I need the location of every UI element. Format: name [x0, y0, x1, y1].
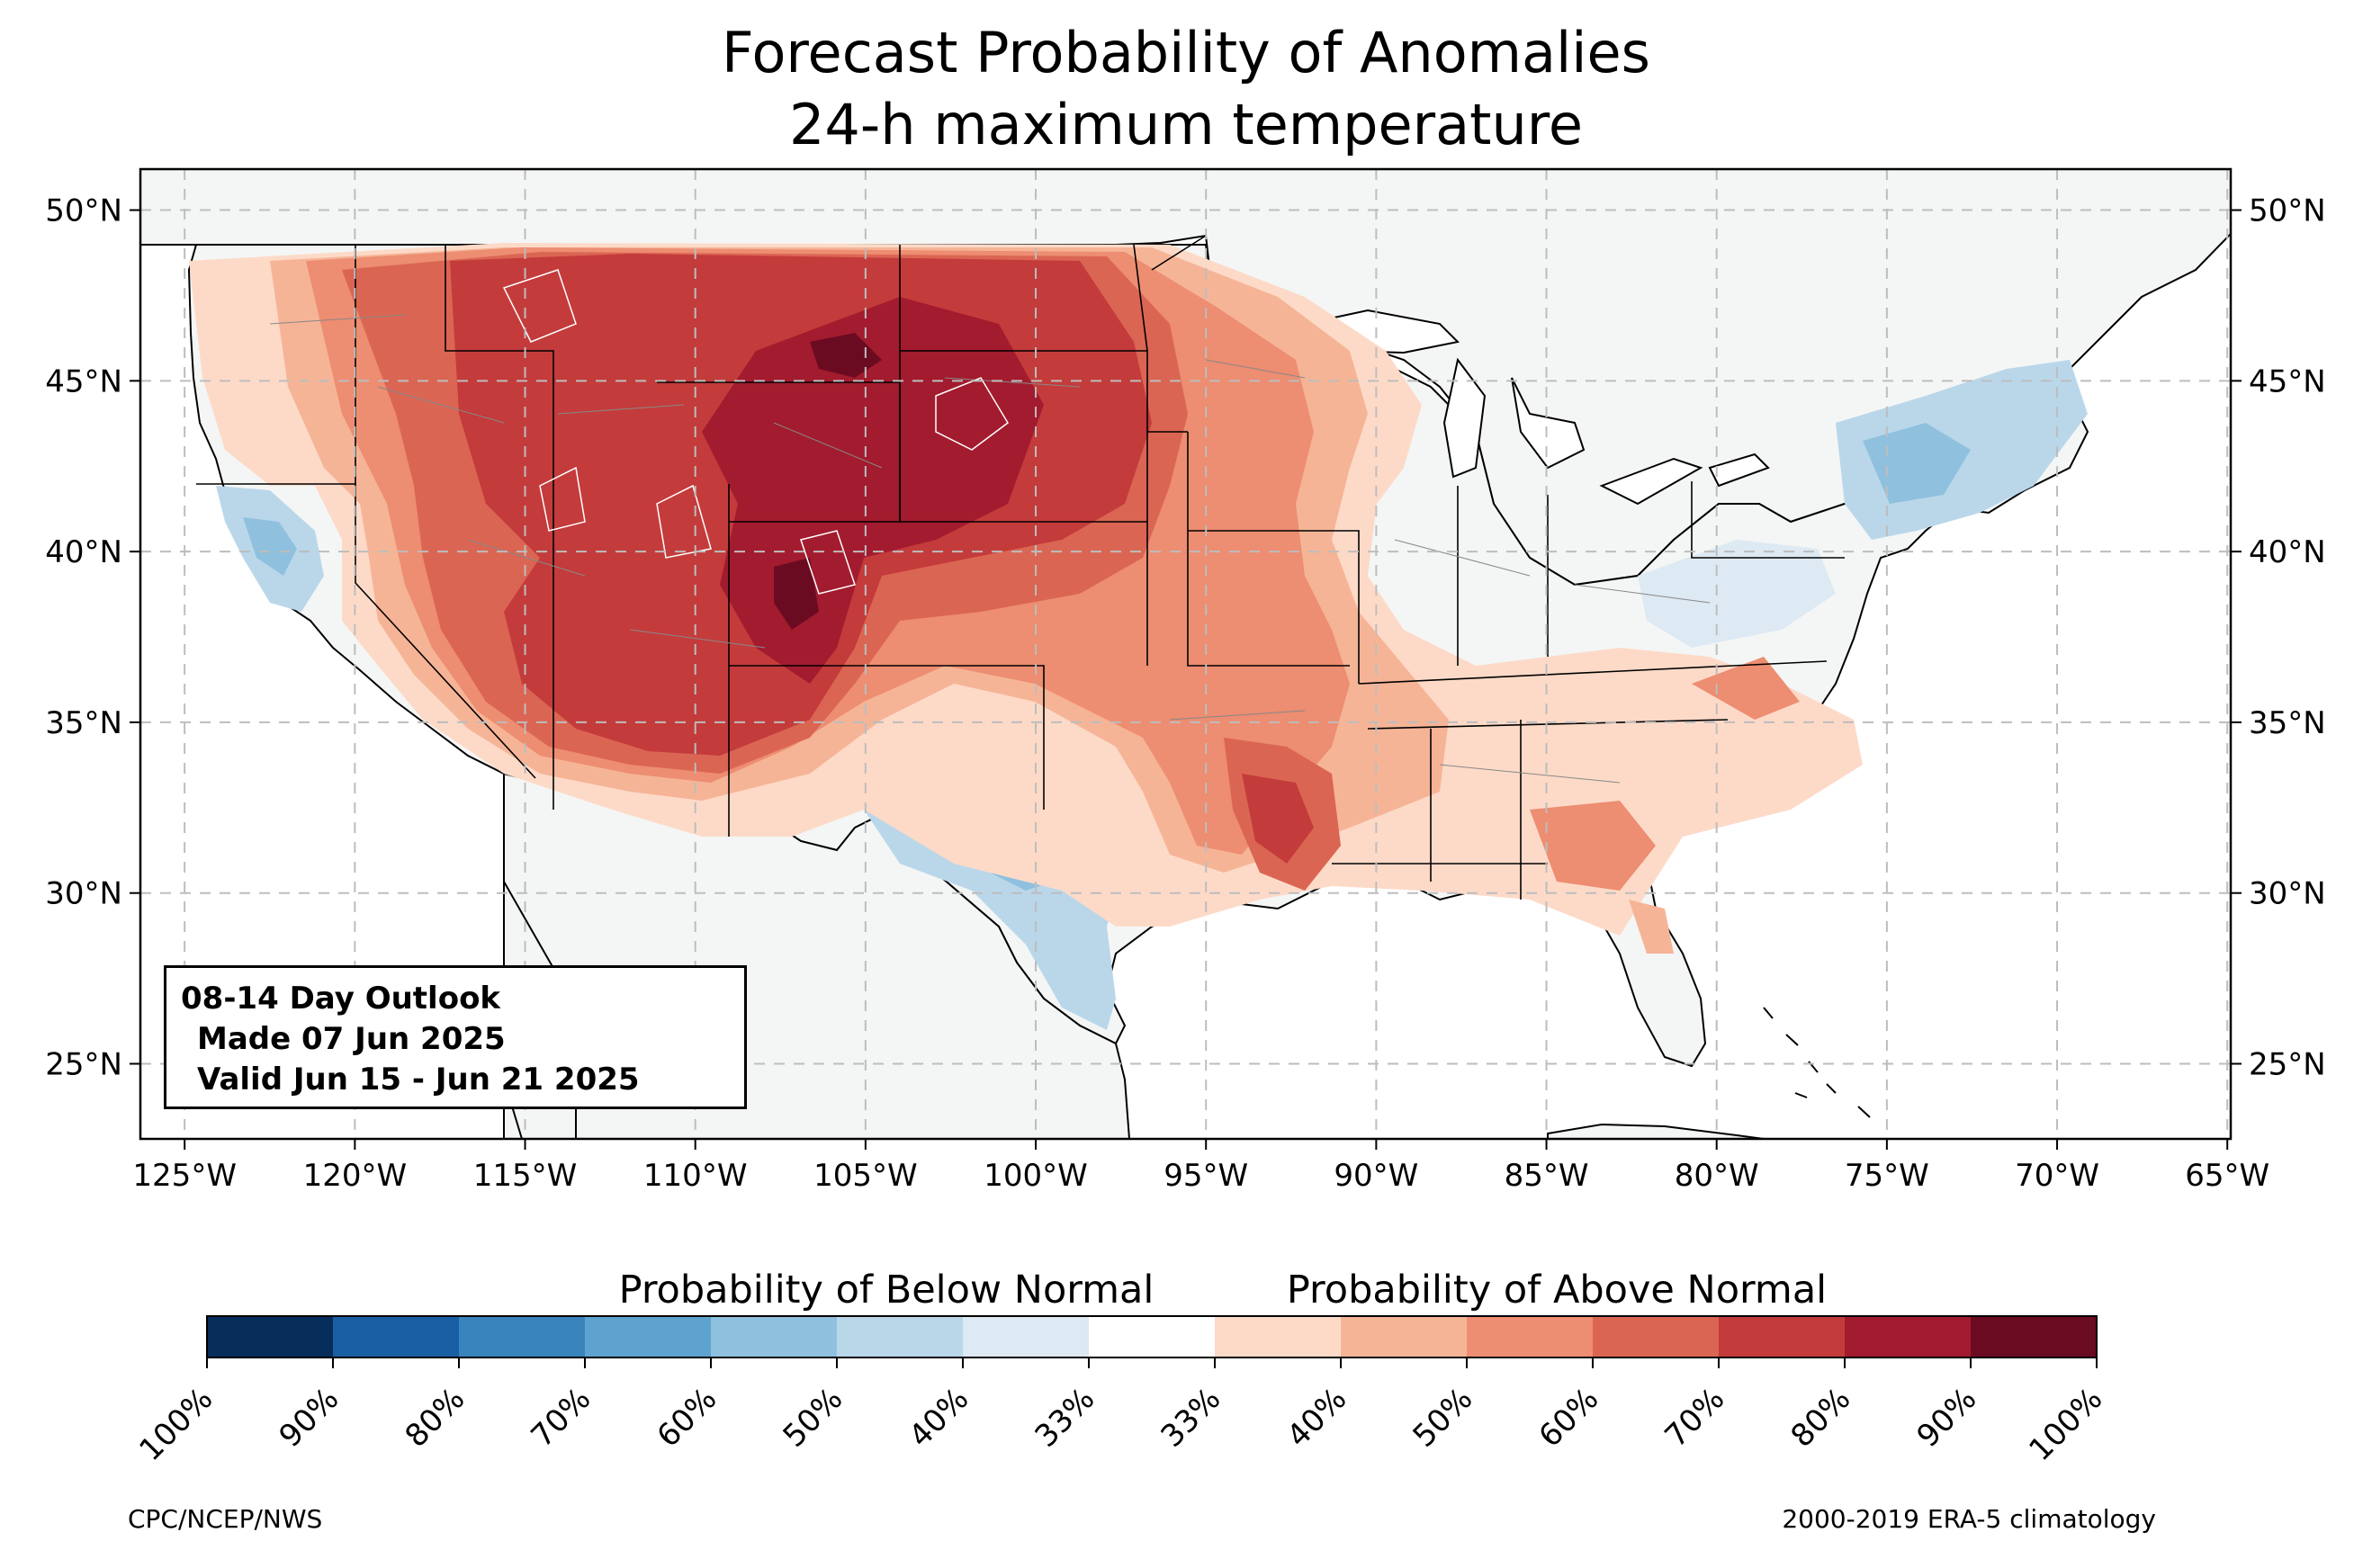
colorbar-tick-label: 33%	[1029, 1381, 1102, 1455]
map-frame	[139, 167, 2233, 1141]
colorbar-tick-label: 80%	[1784, 1381, 1858, 1455]
colorbar-tick-label: 70%	[525, 1381, 598, 1455]
colorbar-tick-label: 100%	[2022, 1381, 2109, 1468]
colorbar-tick-label: 60%	[1532, 1381, 1606, 1455]
colorbar-swatch	[1215, 1316, 1342, 1357]
lon-tick-label: 95°W	[1164, 1158, 1248, 1194]
cuba-island	[1547, 1123, 1765, 1139]
colorbar-swatch	[585, 1316, 712, 1357]
lon-tick-label: 90°W	[1334, 1158, 1418, 1194]
lon-tick-label: 85°W	[1505, 1158, 1589, 1194]
lon-tick-label: 80°W	[1675, 1158, 1759, 1194]
colorbar-swatch	[963, 1316, 1090, 1357]
outlook-period: 08-14 Day Outlook	[181, 981, 501, 1017]
outlook-made-date: Made 07 Jun 2025	[197, 1021, 506, 1057]
lon-tick-label: 70°W	[2015, 1158, 2099, 1194]
above-region-90-100	[774, 333, 882, 630]
lon-tick-label: 125°W	[132, 1158, 237, 1194]
outlook-valid-range: Valid Jun 15 - Jun 21 2025	[197, 1062, 640, 1098]
below-region-midatlantic	[1638, 540, 1836, 648]
lat-tick-label-right: 35°N	[2249, 705, 2326, 741]
colorbar-tick-label: 50%	[777, 1381, 850, 1455]
footer-climatology: 2000-2019 ERA-5 climatology	[1782, 1504, 2156, 1534]
outlook-info-box: 08-14 Day Outlook Made 07 Jun 2025 Valid…	[164, 965, 747, 1109]
colorbar-tick-label: 40%	[1280, 1381, 1354, 1455]
axis-ticks: 125°W 120°W 115°W 110°W 105°W 100°W 95°W 90°W 85…	[45, 193, 2325, 1194]
contour-lines	[502, 269, 1009, 595]
lat-tick-label-left: 30°N	[45, 876, 122, 912]
colorbar-swatch	[711, 1316, 838, 1357]
lat-tick-label-left: 50°N	[45, 193, 122, 229]
colorbar-swatch	[1089, 1316, 1216, 1357]
lat-tick-label-right: 40°N	[2249, 534, 2326, 570]
colorbar: 100% 90% 80% 70% 60% 50% 40% 33% 33% 40% 50% 60% 70%…	[132, 1315, 2109, 1468]
below-region-northeast-core	[1863, 423, 1971, 504]
colorbar-swatch	[207, 1316, 334, 1357]
colorbar-swatch	[1845, 1316, 1972, 1357]
colorbar-swatch	[837, 1316, 964, 1357]
lat-tick-label-left: 45°N	[45, 363, 122, 399]
lon-tick-label: 75°W	[1845, 1158, 1929, 1194]
lon-tick-label: 120°W	[303, 1158, 408, 1194]
lon-tick-label: 65°W	[2185, 1158, 2269, 1194]
colorbar-below-label: Probability of Below Normal	[619, 1268, 1155, 1313]
colorbar-tick-label: 100%	[132, 1381, 220, 1468]
lat-tick-label-left: 35°N	[45, 705, 122, 741]
bahamas-islands	[1763, 1007, 1871, 1118]
footer-source: CPC/NCEP/NWS	[128, 1504, 323, 1534]
map-title: Forecast Probability of Anomalies	[722, 20, 1650, 85]
lon-tick-label: 110°W	[643, 1158, 748, 1194]
colorbar-tick-label: 50%	[1406, 1381, 1480, 1455]
colorbar-swatch	[1971, 1316, 2098, 1357]
lon-tick-label: 105°W	[813, 1158, 918, 1194]
lat-tick-label-left: 25°N	[45, 1046, 122, 1082]
colorbar-swatch	[1467, 1316, 1594, 1357]
colorbar-above-label: Probability of Above Normal	[1287, 1268, 1827, 1313]
below-region-california-core	[243, 517, 297, 576]
lat-tick-label-right: 25°N	[2249, 1046, 2326, 1082]
county-lines	[269, 314, 1711, 784]
lon-tick-label: 100°W	[984, 1158, 1088, 1194]
lat-tick-label-left: 40°N	[45, 534, 122, 570]
state-borders	[196, 235, 1845, 900]
above-region-arkansas-core	[1242, 774, 1314, 864]
colorbar-tick-label: 33%	[1155, 1381, 1228, 1455]
colorbar-swatch	[333, 1316, 460, 1357]
colorbar-swatch	[1719, 1316, 1846, 1357]
colorbar-tick-label: 70%	[1658, 1381, 1732, 1455]
colorbar-tick-label: 90%	[273, 1381, 346, 1455]
colorbar-tick-label: 80%	[399, 1381, 472, 1455]
colorbar-swatch	[459, 1316, 586, 1357]
colorbar-frame	[206, 1315, 2098, 1358]
above-region-florida	[1629, 900, 1674, 954]
lon-tick-label: 115°W	[473, 1158, 578, 1194]
colorbar-tick-label: 40%	[903, 1381, 976, 1455]
map-subtitle: 24-h maximum temperature	[788, 92, 1584, 157]
colorbar-tick-label: 90%	[1910, 1381, 1984, 1455]
above-region-carolinas	[1530, 657, 1800, 891]
lat-tick-label-right: 50°N	[2249, 193, 2326, 229]
colorbar-swatch	[1593, 1316, 1720, 1357]
colorbar-tick-label: 60%	[651, 1381, 724, 1455]
graticule	[140, 169, 2231, 1139]
lat-tick-label-right: 30°N	[2249, 876, 2326, 912]
lat-tick-label-right: 45°N	[2249, 363, 2326, 399]
colorbar-swatch	[1341, 1316, 1468, 1357]
